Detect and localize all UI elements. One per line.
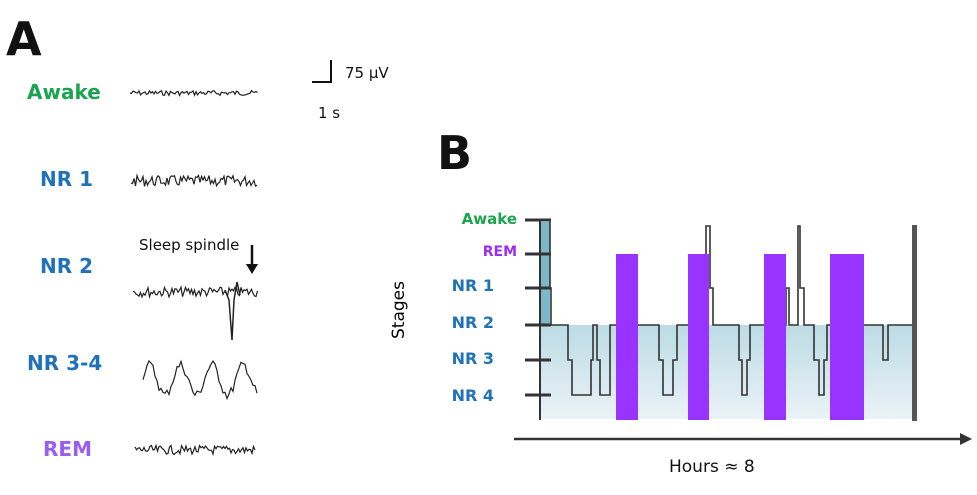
scale-voltage: 75 µV (345, 64, 389, 82)
stage-label-nr34: NR 3-4 (27, 351, 103, 375)
eeg-trace-nr34 (142, 359, 258, 401)
rem-period-bar (764, 254, 786, 420)
level-awake: Awake (461, 210, 517, 228)
x-axis-arrow-icon (960, 433, 972, 445)
stage-label-nr1: NR 1 (40, 167, 94, 191)
level-nr2: NR 2 (451, 313, 494, 332)
level-rem: REM (482, 244, 517, 260)
rem-period-bar (616, 254, 638, 420)
stage-label-awake: Awake (27, 80, 101, 104)
scale-bar (312, 60, 332, 83)
panel-a-label: A (6, 12, 42, 66)
arrow-head-icon (246, 264, 258, 274)
level-nr1: NR 1 (451, 276, 494, 295)
hypnogram-line (540, 219, 914, 396)
level-nr3: NR 3 (451, 349, 494, 368)
awake-fill (540, 222, 550, 325)
rem-period-bar (688, 254, 709, 420)
end-marker (912, 225, 917, 421)
rem-period-bar (830, 254, 864, 420)
sleep-spindle-annotation: Sleep spindle (139, 236, 240, 254)
eeg-trace-rem (134, 443, 256, 457)
stage-label-nr2: NR 2 (40, 254, 94, 278)
eeg-trace-nr1 (130, 173, 258, 188)
eeg-trace-awake (129, 89, 258, 97)
panel-b-label: B (437, 126, 473, 180)
y-axis-title: Stages (388, 281, 409, 339)
scale-time: 1 s (318, 104, 341, 122)
x-axis-title: Hours ≈ 8 (669, 457, 755, 477)
eeg-trace-nr2 (132, 285, 259, 300)
stage-label-rem: REM (43, 437, 92, 461)
level-nr4: NR 4 (451, 386, 494, 405)
k-complex-wave (224, 281, 241, 341)
